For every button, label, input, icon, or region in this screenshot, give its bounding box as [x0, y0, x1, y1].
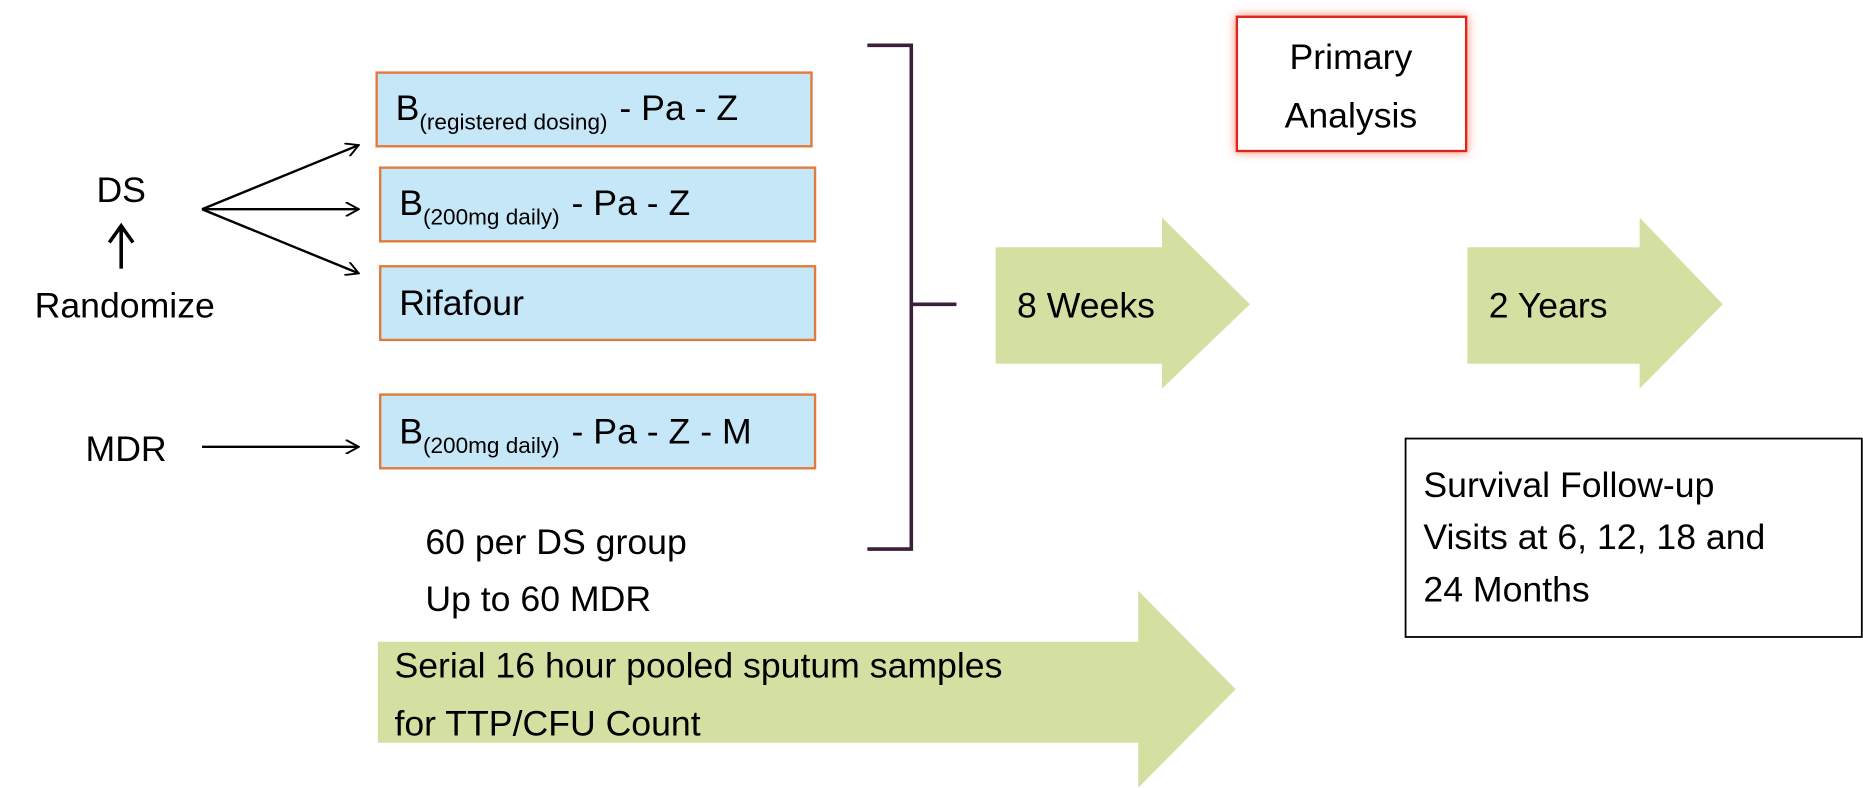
- bracket: [867, 43, 957, 551]
- arm-label: B(registered dosing) - Pa - Z: [396, 88, 739, 135]
- follow-up-line: Survival Follow-up: [1423, 465, 1714, 505]
- phase-arrow: [1467, 217, 1723, 389]
- arm-box: [379, 166, 817, 243]
- arm-box: [379, 265, 817, 342]
- sampling-line: for TTP/CFU Count: [394, 704, 700, 744]
- phase-label: 2 Years: [1489, 285, 1608, 325]
- primary-analysis-line: Analysis: [1285, 95, 1418, 135]
- follow-up-line: 24 Months: [1423, 569, 1589, 609]
- arm-base: B: [399, 183, 423, 223]
- arrow: [201, 145, 359, 211]
- primary-analysis-box: [1235, 15, 1468, 153]
- arm-sub: (200mg daily): [423, 205, 560, 230]
- phase-arrow: [995, 217, 1250, 389]
- arm-base: B: [396, 88, 420, 128]
- arm-rest: - Pa - Z - M: [572, 411, 752, 451]
- mdr-label: MDR: [86, 429, 167, 469]
- arm-label: B(200mg daily) - Pa - Z - M: [399, 411, 751, 458]
- primary-analysis-line: Primary: [1290, 37, 1413, 77]
- arm-sub: (registered dosing): [419, 110, 607, 135]
- arrow: [201, 208, 359, 273]
- arm-rest: - Pa - Z: [619, 88, 738, 128]
- arm-box: [375, 71, 813, 148]
- arm-rest: - Pa - Z: [572, 183, 691, 223]
- arm-label: B(200mg daily) - Pa - Z: [399, 183, 690, 230]
- randomize-arrow-head: [107, 222, 135, 244]
- enrollment-line: Up to 60 MDR: [425, 579, 651, 619]
- ds-label: DS: [96, 170, 146, 210]
- randomize-label: Randomize: [35, 285, 215, 325]
- sampling-arrow: [377, 590, 1236, 788]
- arm-label: Rifafour: [399, 283, 524, 323]
- arm-base: B: [399, 411, 423, 451]
- phase-label: 8 Weeks: [1017, 285, 1155, 325]
- sampling-line: Serial 16 hour pooled sputum samples: [394, 645, 1002, 685]
- follow-up-line: Visits at 6, 12, 18 and: [1423, 517, 1765, 557]
- follow-up-box: [1404, 437, 1863, 638]
- arm-box: [379, 393, 817, 470]
- arm-sub: (200mg daily): [423, 433, 560, 458]
- enrollment-line: 60 per DS group: [425, 522, 686, 562]
